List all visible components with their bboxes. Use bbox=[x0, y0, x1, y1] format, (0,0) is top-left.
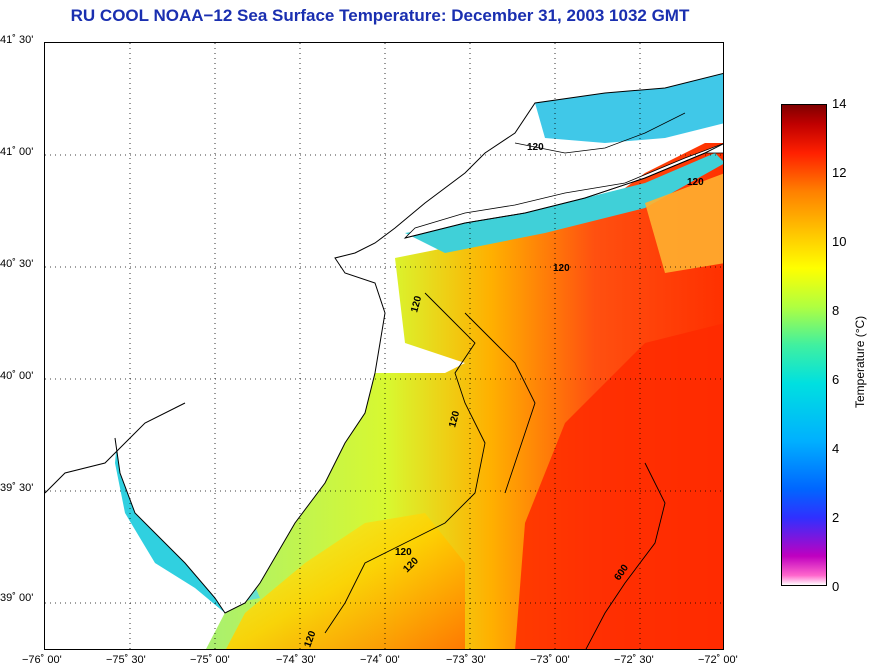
sst-field-core bbox=[515, 323, 723, 649]
y-tick-label: 41˚ 30' bbox=[0, 34, 34, 46]
x-tick-label: −75˚ 00' bbox=[190, 654, 230, 666]
land-mass bbox=[45, 43, 723, 613]
map-title: RU COOL NOAA−12 Sea Surface Temperature:… bbox=[70, 6, 690, 25]
sst-map-svg: 120 120 120 120 120 120 120 120 600 bbox=[45, 43, 723, 649]
y-tick-label: 39˚ 00' bbox=[0, 592, 34, 604]
sst-map: 120 120 120 120 120 120 120 120 600 bbox=[44, 42, 724, 650]
contour-label: 120 bbox=[302, 629, 318, 649]
y-tick-label: 40˚ 00' bbox=[0, 370, 34, 382]
x-tick-label: −72˚ 00' bbox=[698, 654, 738, 666]
colorbar-tick: 0 bbox=[832, 579, 840, 594]
isobath-120b bbox=[464, 312, 536, 494]
sst-field-north bbox=[535, 73, 723, 143]
y-tick-label: 40˚ 30' bbox=[0, 258, 34, 270]
colorbar-tick: 12 bbox=[832, 165, 847, 180]
sst-field-north-warm bbox=[645, 173, 723, 273]
graticule bbox=[45, 43, 723, 649]
shelf-contour-north bbox=[514, 112, 686, 154]
colorbar-tick: 2 bbox=[832, 510, 840, 525]
contour-label: 120 bbox=[447, 409, 462, 428]
x-tick-label: −72˚ 30' bbox=[614, 654, 654, 666]
coastline-ny bbox=[404, 143, 723, 239]
colorbar-tick: 14 bbox=[832, 96, 847, 111]
colorbar bbox=[781, 104, 827, 586]
y-tick-label: 41˚ 00' bbox=[0, 146, 34, 158]
x-tick-label: −74˚ 30' bbox=[276, 654, 316, 666]
x-tick-label: −73˚ 00' bbox=[530, 654, 570, 666]
contour-label: 120 bbox=[527, 142, 544, 153]
sst-field-south bbox=[226, 513, 465, 649]
colorbar-tick: 4 bbox=[832, 441, 840, 456]
contour-label: 120 bbox=[409, 294, 424, 313]
x-tick-label: −75˚ 30' bbox=[106, 654, 146, 666]
x-tick-label: −73˚ 30' bbox=[446, 654, 486, 666]
colorbar-label: Temperature (°C) bbox=[853, 315, 867, 408]
coastline bbox=[45, 72, 723, 614]
contour-label: 120 bbox=[553, 263, 570, 274]
colorbar-tick: 10 bbox=[832, 234, 847, 249]
x-tick-label: −74˚ 00' bbox=[360, 654, 400, 666]
x-tick-label: −76˚ 00' bbox=[22, 654, 62, 666]
contour-label: 120 bbox=[395, 547, 412, 558]
colorbar-tick: 8 bbox=[832, 303, 840, 318]
contour-label: 120 bbox=[687, 177, 704, 188]
sst-field-sound bbox=[405, 153, 723, 253]
y-tick-label: 39˚ 30' bbox=[0, 482, 34, 494]
colorbar-tick: 6 bbox=[832, 372, 840, 387]
